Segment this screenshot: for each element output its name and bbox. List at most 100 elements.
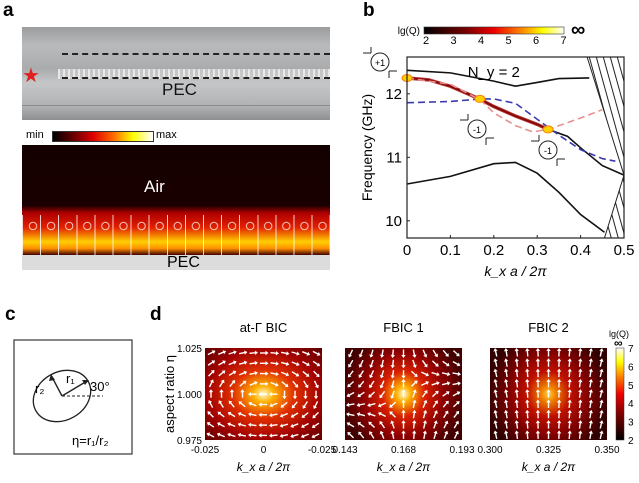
hatch-line xyxy=(595,57,624,238)
arrowhead xyxy=(280,404,285,408)
arrowhead xyxy=(248,401,252,406)
arrowhead xyxy=(401,389,406,393)
mode-arrows xyxy=(460,114,494,145)
hatch-line xyxy=(602,57,624,238)
arrowhead xyxy=(434,363,439,367)
r2-arrowhead xyxy=(49,374,55,381)
colorbar-tick: 5 xyxy=(628,381,634,392)
arrowhead xyxy=(546,358,551,362)
y-axis-label: Frequency (GHz) xyxy=(359,94,375,201)
arrowhead xyxy=(389,404,393,408)
arrowhead xyxy=(578,368,583,372)
arrowhead xyxy=(275,382,279,387)
arrowhead xyxy=(525,378,530,383)
arrowhead xyxy=(412,389,417,394)
band-solid-black xyxy=(406,69,590,88)
band-dashed-pink xyxy=(406,77,603,133)
colorbar-tick: 2 xyxy=(628,436,634,447)
arrowhead xyxy=(258,392,262,397)
mode-circle xyxy=(538,140,558,160)
arrowhead xyxy=(503,420,509,424)
arrowhead xyxy=(258,412,262,417)
arrowhead xyxy=(300,434,305,439)
angle-label: 30° xyxy=(90,379,110,394)
panel-c-label: c xyxy=(5,304,16,325)
arrowhead xyxy=(503,348,509,352)
arrowhead xyxy=(423,390,428,394)
arrowhead xyxy=(567,430,572,434)
arrowhead xyxy=(258,422,262,428)
arrowhead xyxy=(425,381,430,386)
arrowhead xyxy=(296,351,300,356)
arrowhead xyxy=(377,403,382,408)
y-tick-label: 11 xyxy=(386,149,402,166)
arrowhead xyxy=(535,430,541,434)
arrowhead xyxy=(567,378,572,383)
arrowhead xyxy=(456,391,461,396)
arrowhead xyxy=(358,374,363,378)
arrowhead xyxy=(535,348,541,352)
arrowhead xyxy=(401,365,406,369)
arrowhead xyxy=(347,373,352,378)
pec-label: PEC xyxy=(162,80,197,99)
arrowhead xyxy=(445,353,449,357)
arrowhead xyxy=(295,372,300,377)
arrowhead xyxy=(242,380,247,385)
arrowhead xyxy=(556,368,562,372)
arrowhead xyxy=(219,389,224,393)
arrowhead xyxy=(454,430,459,435)
arrowhead xyxy=(422,430,428,434)
mode-symbol: -1 xyxy=(460,114,494,145)
arrowhead xyxy=(279,433,283,438)
colorbar-tick: 6 xyxy=(628,362,634,373)
arrowhead xyxy=(357,393,362,398)
y-tick-label: 1.025 xyxy=(177,344,202,355)
arrowhead xyxy=(221,370,226,375)
arrowhead xyxy=(265,350,269,356)
arrowhead xyxy=(588,409,594,414)
arrowhead xyxy=(265,381,269,387)
r1-arrowhead xyxy=(82,380,89,385)
arrowhead xyxy=(390,420,395,424)
x-tick-label: 0.3 xyxy=(527,242,548,259)
arrowhead xyxy=(433,420,438,424)
band-diagram: lg(Q)2 3 4 5 6 7 ∞ 0 0.1 0.2 0.3 0.4 0.5 10 11 12 k_x a … xyxy=(359,19,634,279)
arrowhead xyxy=(401,399,406,403)
arrowhead xyxy=(546,378,551,382)
arrowhead xyxy=(258,402,262,407)
arrowhead xyxy=(275,371,279,377)
arrowhead xyxy=(455,410,460,415)
field-map: Air xyxy=(22,145,330,255)
arrowhead xyxy=(525,348,530,352)
arrowhead xyxy=(313,405,318,409)
arrowhead xyxy=(588,430,594,434)
arrowhead xyxy=(296,362,300,367)
arrowhead xyxy=(578,420,583,424)
rod-array xyxy=(58,69,330,79)
arrowhead xyxy=(286,351,290,356)
arrowhead xyxy=(546,348,551,351)
arrowhead xyxy=(436,381,440,386)
arrowhead xyxy=(237,422,242,427)
arrowhead xyxy=(567,409,572,414)
ny-annotation: N_y = 2 xyxy=(468,64,520,81)
arrowhead xyxy=(290,413,295,418)
arrowhead xyxy=(578,389,583,393)
arrowhead xyxy=(599,368,604,373)
eta-equation: η=r₁/r₂ xyxy=(72,433,109,448)
arrowhead xyxy=(588,378,594,383)
arrowhead xyxy=(433,410,438,414)
arrowhead xyxy=(306,351,311,356)
arrowhead xyxy=(556,358,562,362)
arrowhead xyxy=(525,358,530,362)
arrowhead xyxy=(599,399,604,404)
arrowhead xyxy=(369,374,374,379)
x-tick-label: 0.350 xyxy=(594,445,619,456)
arrowhead xyxy=(346,412,350,417)
arrowhead xyxy=(425,372,430,377)
arrowhead xyxy=(514,399,519,403)
arrowhead xyxy=(279,413,284,418)
arrowhead xyxy=(254,371,258,376)
arrowhead xyxy=(514,348,519,352)
